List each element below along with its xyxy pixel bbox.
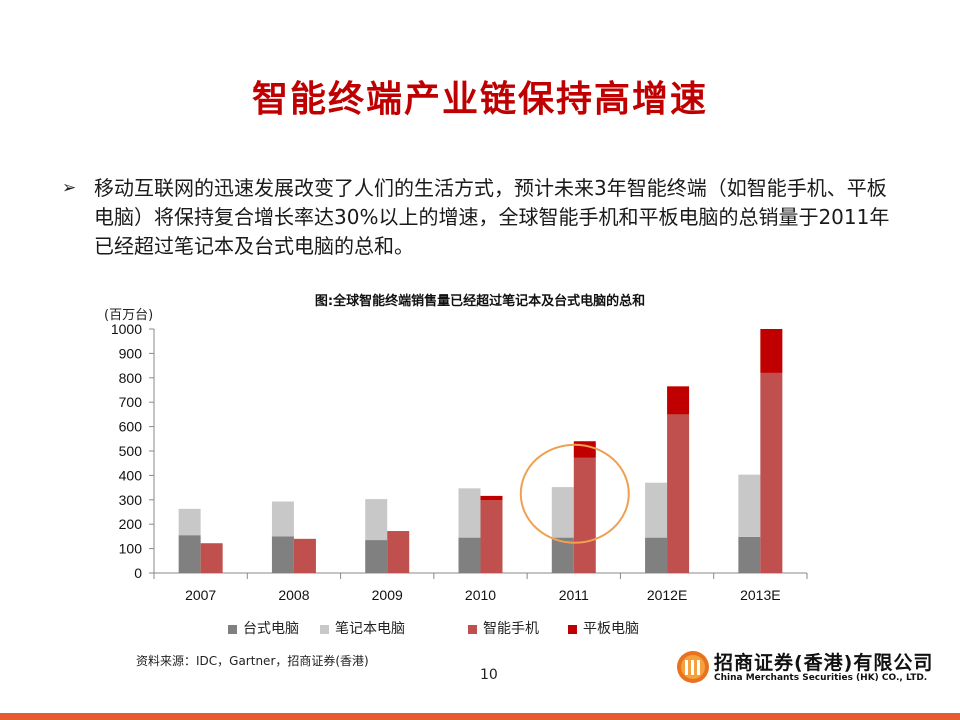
bar-smart-1-2012E — [667, 386, 690, 415]
bar-smart-0-2013E — [760, 372, 783, 573]
bar-pc-1-2009 — [365, 499, 388, 541]
y-tick-label: 500 — [119, 443, 143, 459]
bar-pc-0-2011 — [551, 537, 574, 573]
legend-label-laptop: 笔记本电脑 — [335, 621, 405, 637]
y-tick-label: 800 — [119, 370, 143, 386]
bar-pc-1-2011 — [551, 487, 574, 538]
bar-pc-0-2013E — [738, 536, 761, 573]
bar-pc-1-2008 — [271, 501, 294, 537]
bar-pc-0-2012E — [645, 537, 668, 573]
x-tick-label: 2007 — [185, 587, 216, 603]
bar-pc-0-2009 — [365, 540, 388, 573]
x-tick-label: 2009 — [372, 587, 403, 603]
y-tick-label: 600 — [119, 419, 143, 435]
bar-smart-0-2011 — [573, 457, 596, 573]
company-logo-icon — [677, 651, 709, 683]
bar-smart-0-2009 — [387, 531, 410, 573]
bar-smart-1-2010 — [480, 495, 503, 501]
bar-smart-1-2013E — [760, 329, 783, 373]
bar-smart-0-2010 — [480, 500, 503, 573]
y-tick-label: 0 — [134, 565, 142, 581]
bar-pc-1-2012E — [645, 482, 668, 538]
legend-item-desktop: 台式电脑 — [228, 618, 299, 638]
highlight-circle-2011 — [519, 443, 630, 544]
y-tick-label: 300 — [119, 492, 143, 508]
legend-swatch-laptop — [320, 624, 329, 634]
legend-label-smartphone: 智能手机 — [483, 621, 539, 637]
source-note: 资料来源：IDC，Gartner，招商证券(香港) — [136, 654, 369, 668]
legend-swatch-tablet — [568, 624, 577, 634]
bar-smart-0-2008 — [293, 538, 316, 573]
bar-pc-0-2010 — [458, 537, 481, 573]
slide-title: 智能终端产业链保持高增速 — [251, 78, 708, 120]
bar-pc-1-2010 — [458, 488, 481, 538]
bar-smart-0-2012E — [667, 414, 690, 573]
legend-label-desktop: 台式电脑 — [243, 621, 299, 637]
chart-title: 图:全球智能终端销售量已经超过笔记本及台式电脑的总和 — [314, 294, 646, 309]
bar-smart-0-2007 — [200, 543, 223, 573]
x-tick-label: 2013E — [740, 587, 780, 603]
company-name-cn: 招商证券(香港)有限公司 — [714, 652, 934, 674]
legend-item-laptop: 笔记本电脑 — [320, 618, 405, 638]
legend-label-tablet: 平板电脑 — [583, 621, 639, 637]
y-tick-label: 1000 — [111, 321, 142, 337]
page-number: 10 — [480, 667, 498, 683]
company-name-en: China Merchants Securities (HK) CO., LTD… — [714, 673, 928, 683]
y-axis-unit-label: (百万台) — [104, 308, 154, 323]
legend-item-tablet: 平板电脑 — [568, 618, 639, 638]
legend-swatch-smartphone — [468, 624, 477, 634]
bar-pc-1-2007 — [178, 508, 201, 536]
bullet-arrow-icon: ➢ — [62, 178, 77, 198]
y-tick-label: 700 — [119, 394, 143, 410]
company-logo: 招商证券(香港)有限公司 China Merchants Securities … — [676, 648, 932, 694]
x-tick-label: 2012E — [647, 587, 687, 603]
bar-pc-1-2013E — [738, 474, 761, 537]
x-tick-label: 2008 — [278, 587, 309, 603]
legend-item-smartphone: 智能手机 — [468, 618, 539, 638]
y-tick-label: 900 — [119, 345, 143, 361]
y-tick-label: 400 — [119, 467, 143, 483]
bar-pc-0-2007 — [178, 535, 201, 573]
bar-pc-0-2008 — [271, 536, 294, 573]
bullet-text: 移动互联网的迅速发展改变了人们的生活方式，预计未来3年智能终端（如智能手机、平板… — [94, 176, 890, 258]
y-tick-label: 100 — [119, 541, 143, 557]
legend-swatch-desktop — [228, 624, 237, 634]
bar-smart-1-2011 — [573, 441, 596, 458]
footer-bar — [0, 713, 960, 720]
bullet-paragraph: ➢ 移动互联网的迅速发展改变了人们的生活方式，预计未来3年智能终端（如智能手机、… — [62, 174, 902, 261]
x-tick-label: 2011 — [559, 587, 589, 603]
x-tick-label: 2010 — [465, 587, 496, 603]
y-tick-label: 200 — [119, 516, 143, 532]
